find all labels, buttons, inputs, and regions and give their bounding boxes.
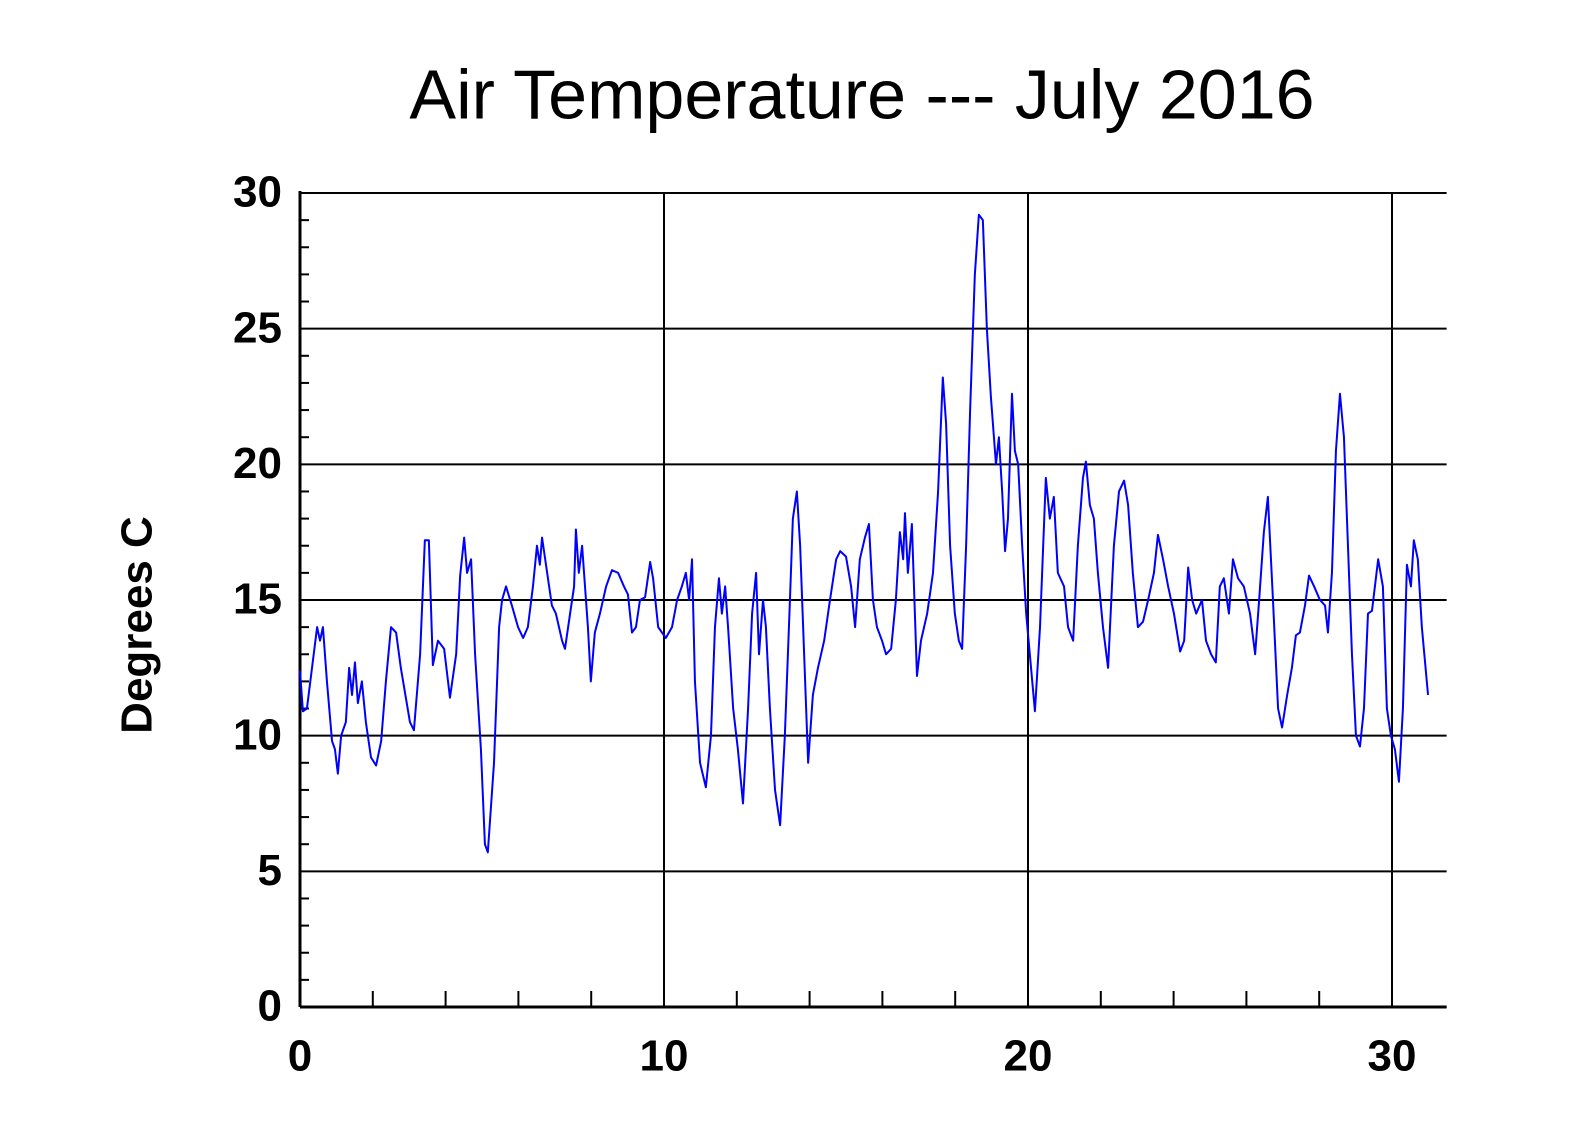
x-tick-label: 30: [1368, 1032, 1417, 1081]
y-tick-label: 10: [233, 710, 282, 759]
y-tick-label: 20: [233, 439, 282, 488]
temperature-line: [299, 213, 1430, 854]
y-tick-label: 15: [233, 575, 282, 624]
y-tick-label: 0: [258, 982, 282, 1031]
x-tick-label: 20: [1004, 1032, 1053, 1081]
chart-title: Air Temperature --- July 2016: [409, 55, 1314, 133]
x-tick-label: 10: [640, 1032, 689, 1081]
x-tick-label: 0: [288, 1032, 312, 1081]
y-tick-label: 5: [258, 846, 282, 895]
y-tick-label: 25: [233, 303, 282, 352]
y-tick-label: 30: [233, 168, 282, 217]
y-axis-label: Degrees C: [113, 516, 162, 734]
